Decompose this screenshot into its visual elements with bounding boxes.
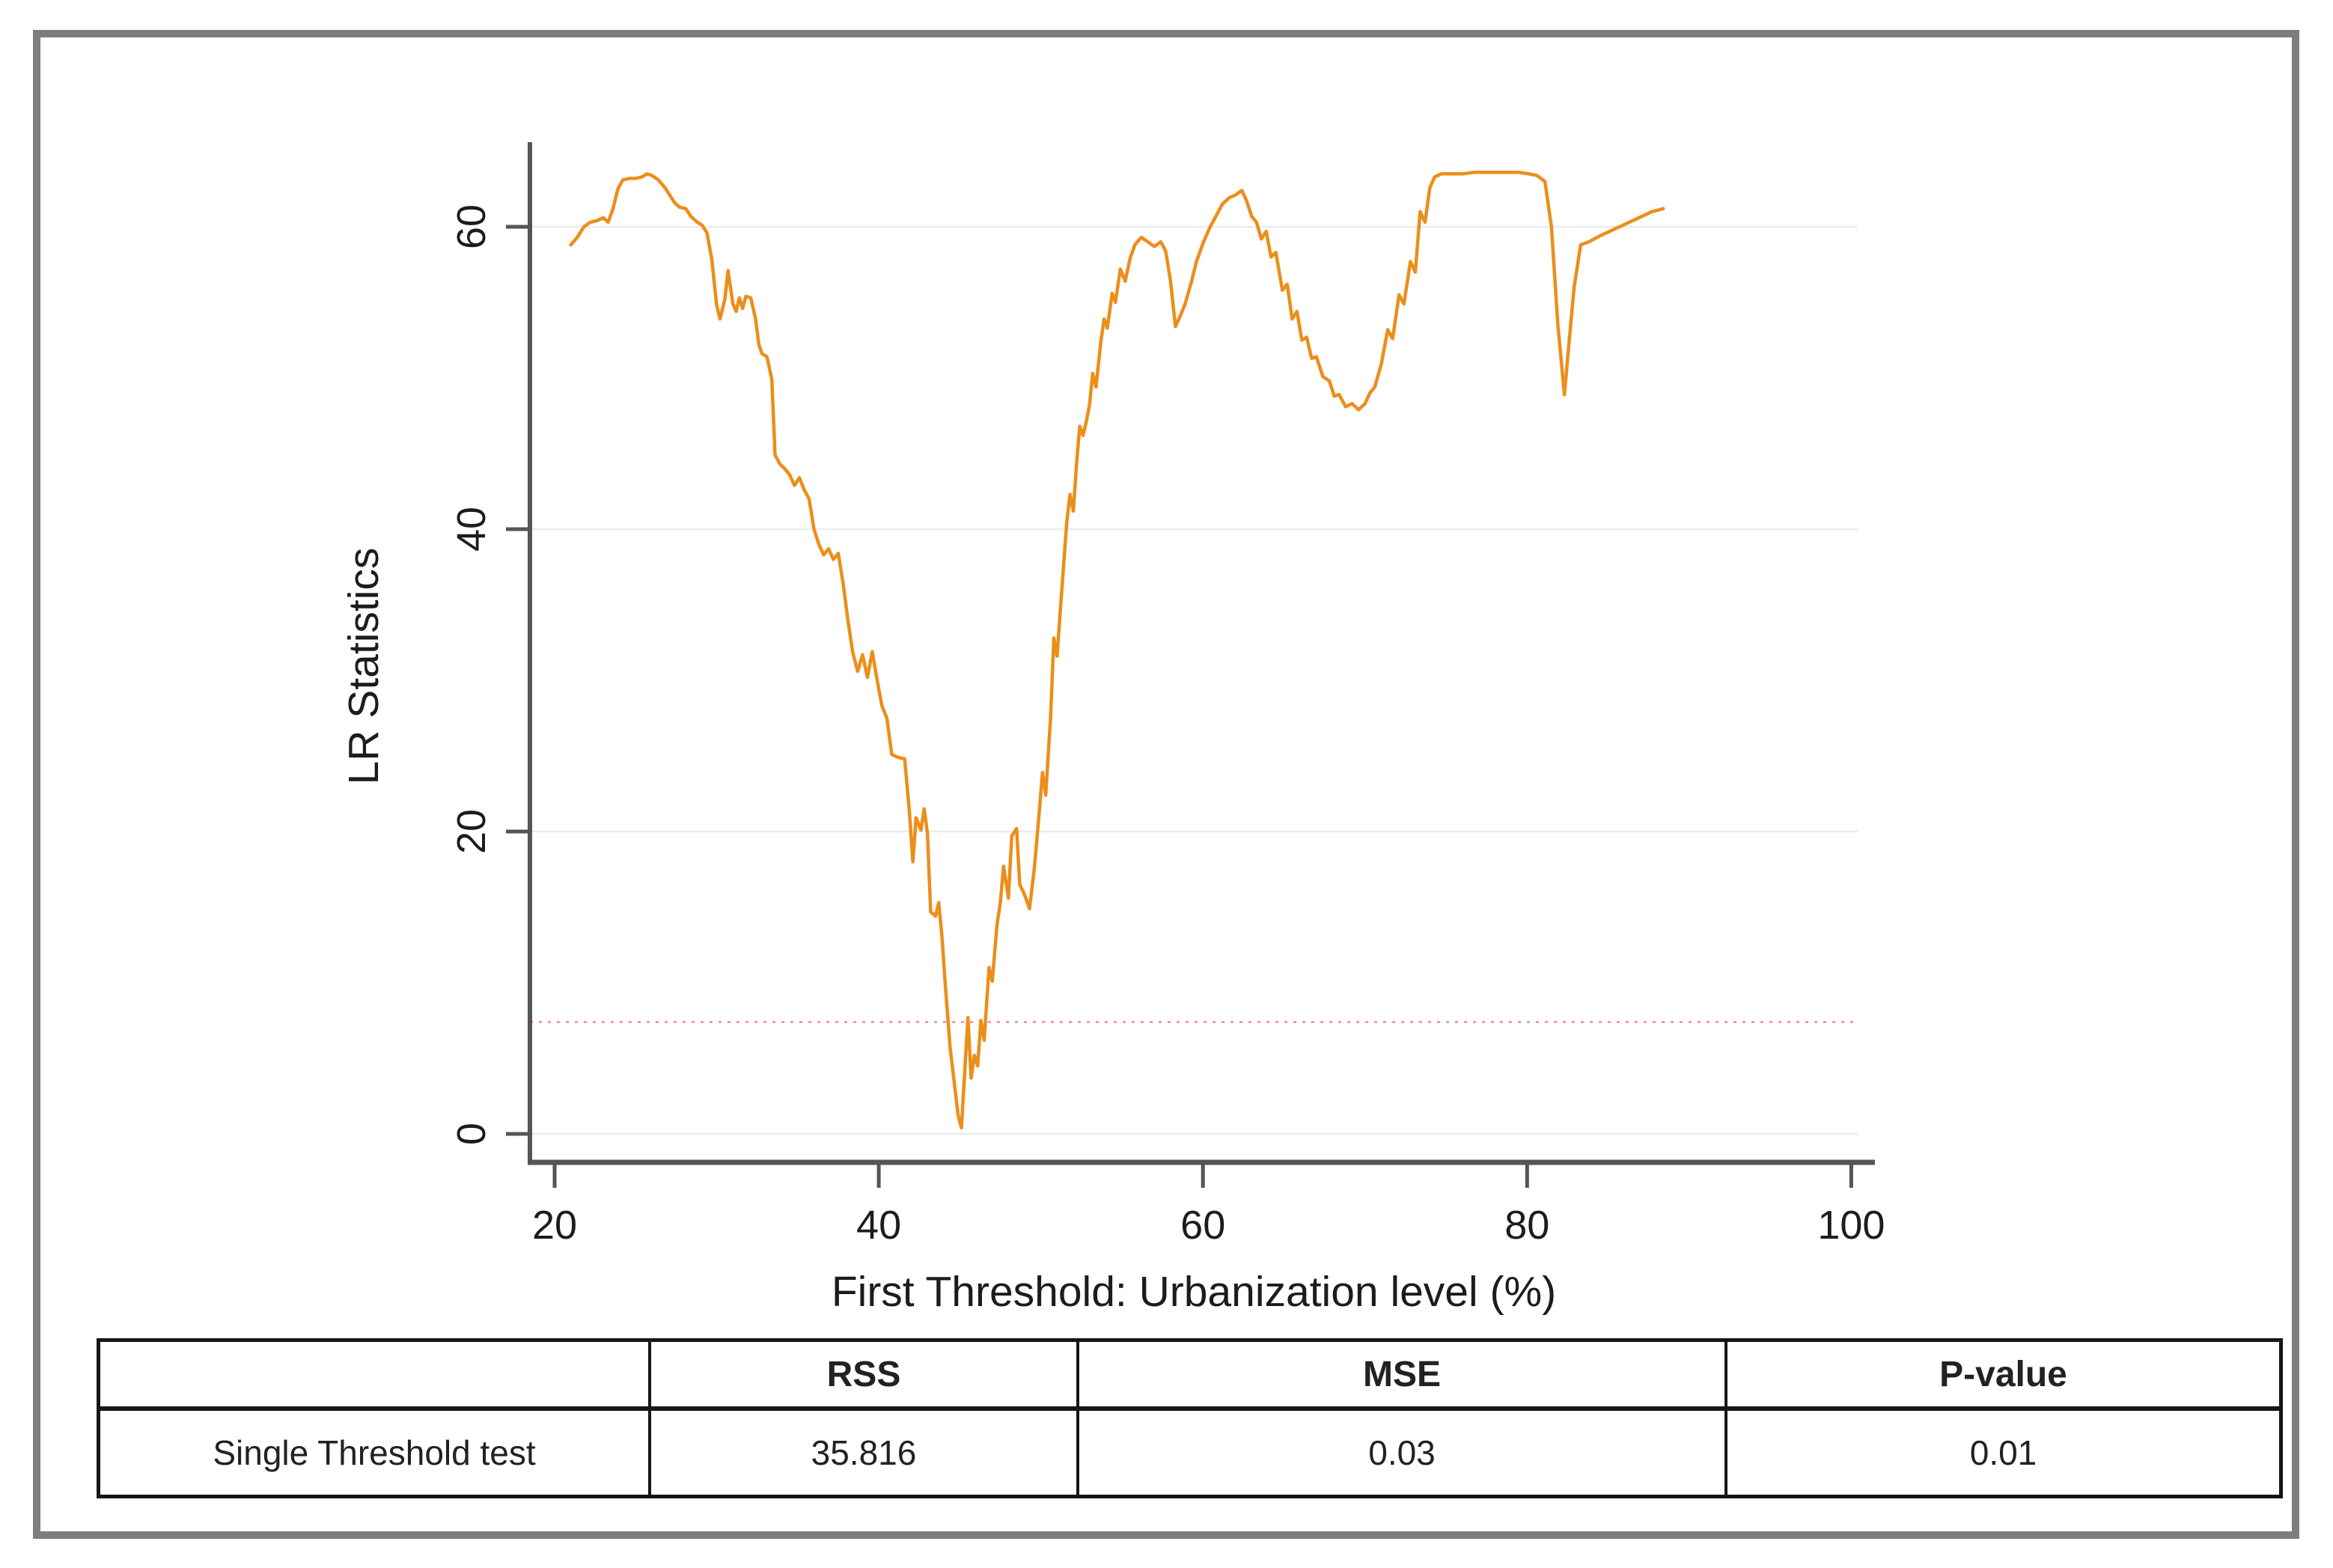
stats-table-header-rss: RSS [648,1342,1076,1411]
stats-table-rss-value: 35.816 [648,1411,1076,1495]
stats-table-mse-value: 0.03 [1076,1411,1724,1495]
stats-table-header-pvalue: P-value [1724,1342,2279,1411]
x-tick-label-60: 60 [1180,1203,1225,1248]
stats-table: RSS MSE P-value Single Threshold test 35… [97,1338,2283,1498]
figure-border [33,30,2299,1539]
x-tick-label-80: 80 [1504,1203,1549,1248]
y-tick-label-60: 60 [449,204,494,249]
x-tick-label-20: 20 [532,1203,577,1248]
stats-table-pvalue-value: 0.01 [1724,1411,2279,1495]
gridlines [530,225,1858,1135]
x-tick-label-40: 40 [856,1203,901,1248]
x-axis-title: First Threshold: Urbanization level (%) [832,1268,1556,1316]
lr-curve-layer [569,171,1665,1130]
y-tick-label-40: 40 [449,507,494,552]
y-tick-label-20: 20 [449,809,494,854]
stats-table-header-mse: MSE [1076,1342,1724,1411]
y-axis-title: LR Statistics [340,548,388,785]
y-tick-label-0: 0 [449,1123,494,1145]
stats-table-row-label: Single Threshold test [213,1433,536,1472]
axis-ticks: 0 20 40 60 20 40 60 80 100 [449,204,1885,1248]
x-tick-label-100: 100 [1817,1203,1885,1248]
lr-curve [569,171,1665,1130]
stats-table-header-blank [100,1342,648,1411]
